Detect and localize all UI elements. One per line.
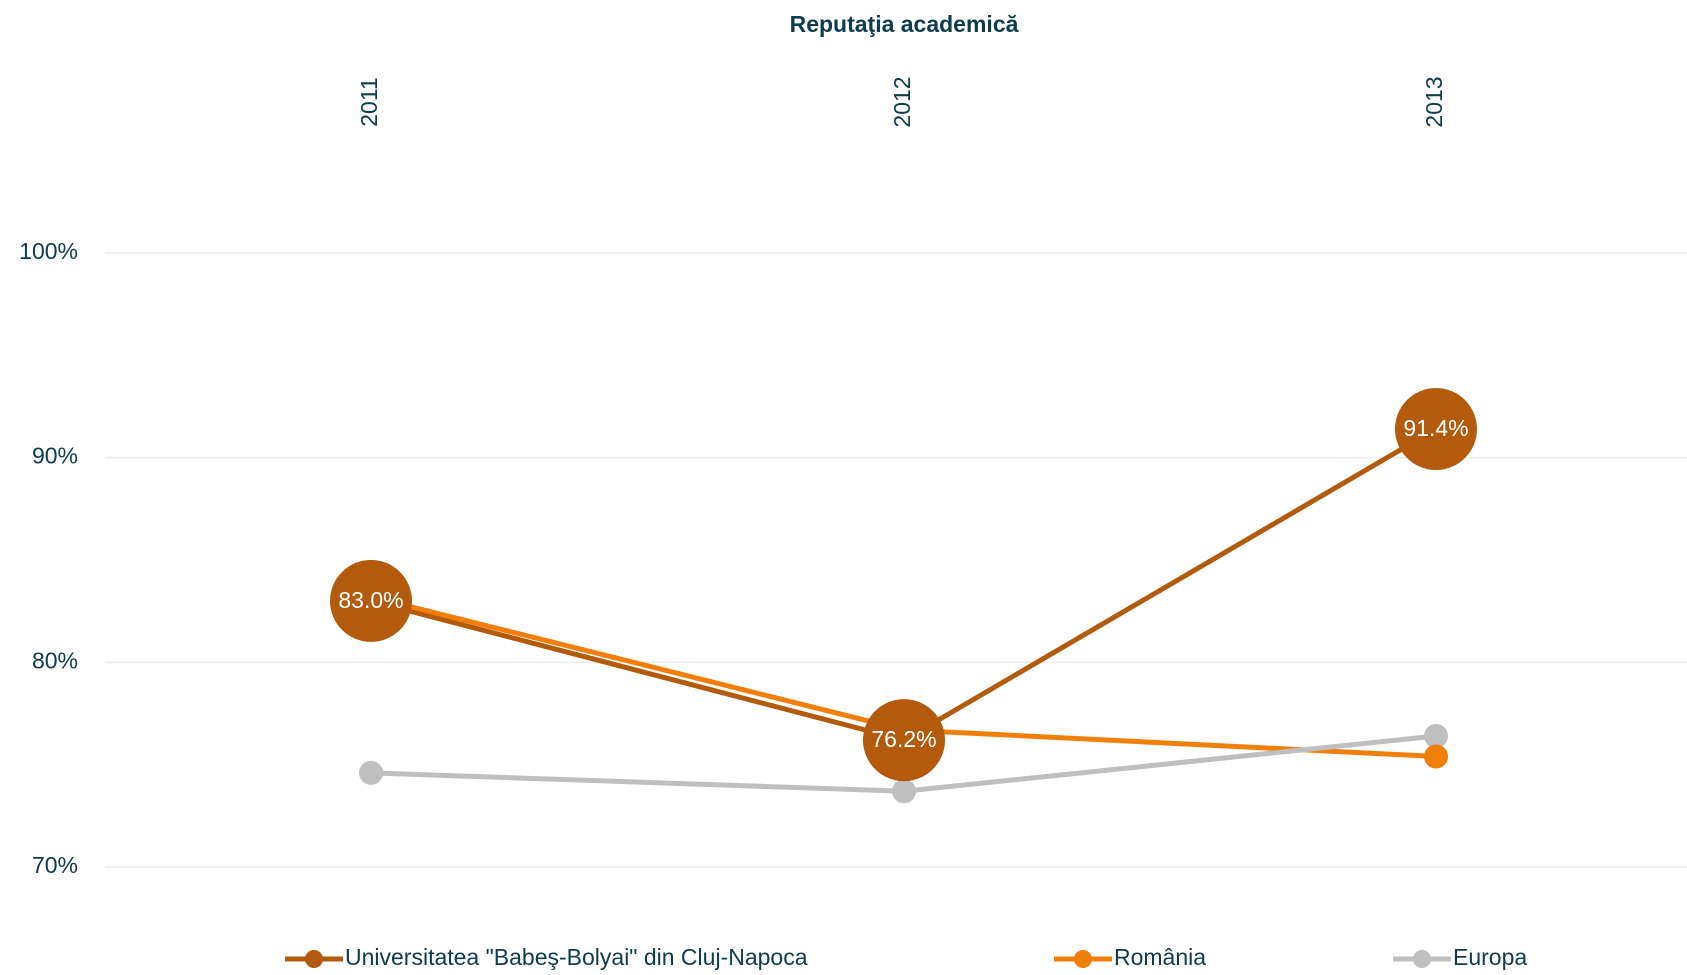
y-tick-label: 90% [32, 443, 78, 469]
y-tick-label: 100% [19, 238, 78, 264]
legend-marker [305, 950, 323, 968]
data-label: 83.0% [338, 587, 403, 613]
marker [359, 760, 383, 785]
legend-marker [1074, 950, 1092, 968]
x-tick-label: 2011 [356, 77, 382, 126]
marker [1424, 744, 1448, 769]
legend-marker [1413, 950, 1431, 968]
marker [1395, 388, 1477, 471]
marker [863, 699, 945, 782]
y-tick-label: 80% [32, 647, 78, 673]
x-tick-label: 2013 [1421, 76, 1447, 127]
x-tick-label: 2012 [889, 76, 915, 127]
marker [1424, 724, 1448, 749]
data-label: 76.2% [871, 726, 936, 752]
y-tick-label: 70% [32, 852, 78, 878]
marker [330, 559, 412, 642]
legend-label: România [1114, 944, 1206, 970]
data-label: 91.4% [1403, 415, 1468, 441]
chart-title: Reputaţia academică [790, 11, 1019, 37]
marker [892, 779, 916, 804]
legend-label: Universitatea "Babeş-Bolyai" din Cluj-Na… [345, 944, 808, 970]
series-line [370, 426, 1438, 743]
legend-label: Europa [1453, 944, 1527, 970]
